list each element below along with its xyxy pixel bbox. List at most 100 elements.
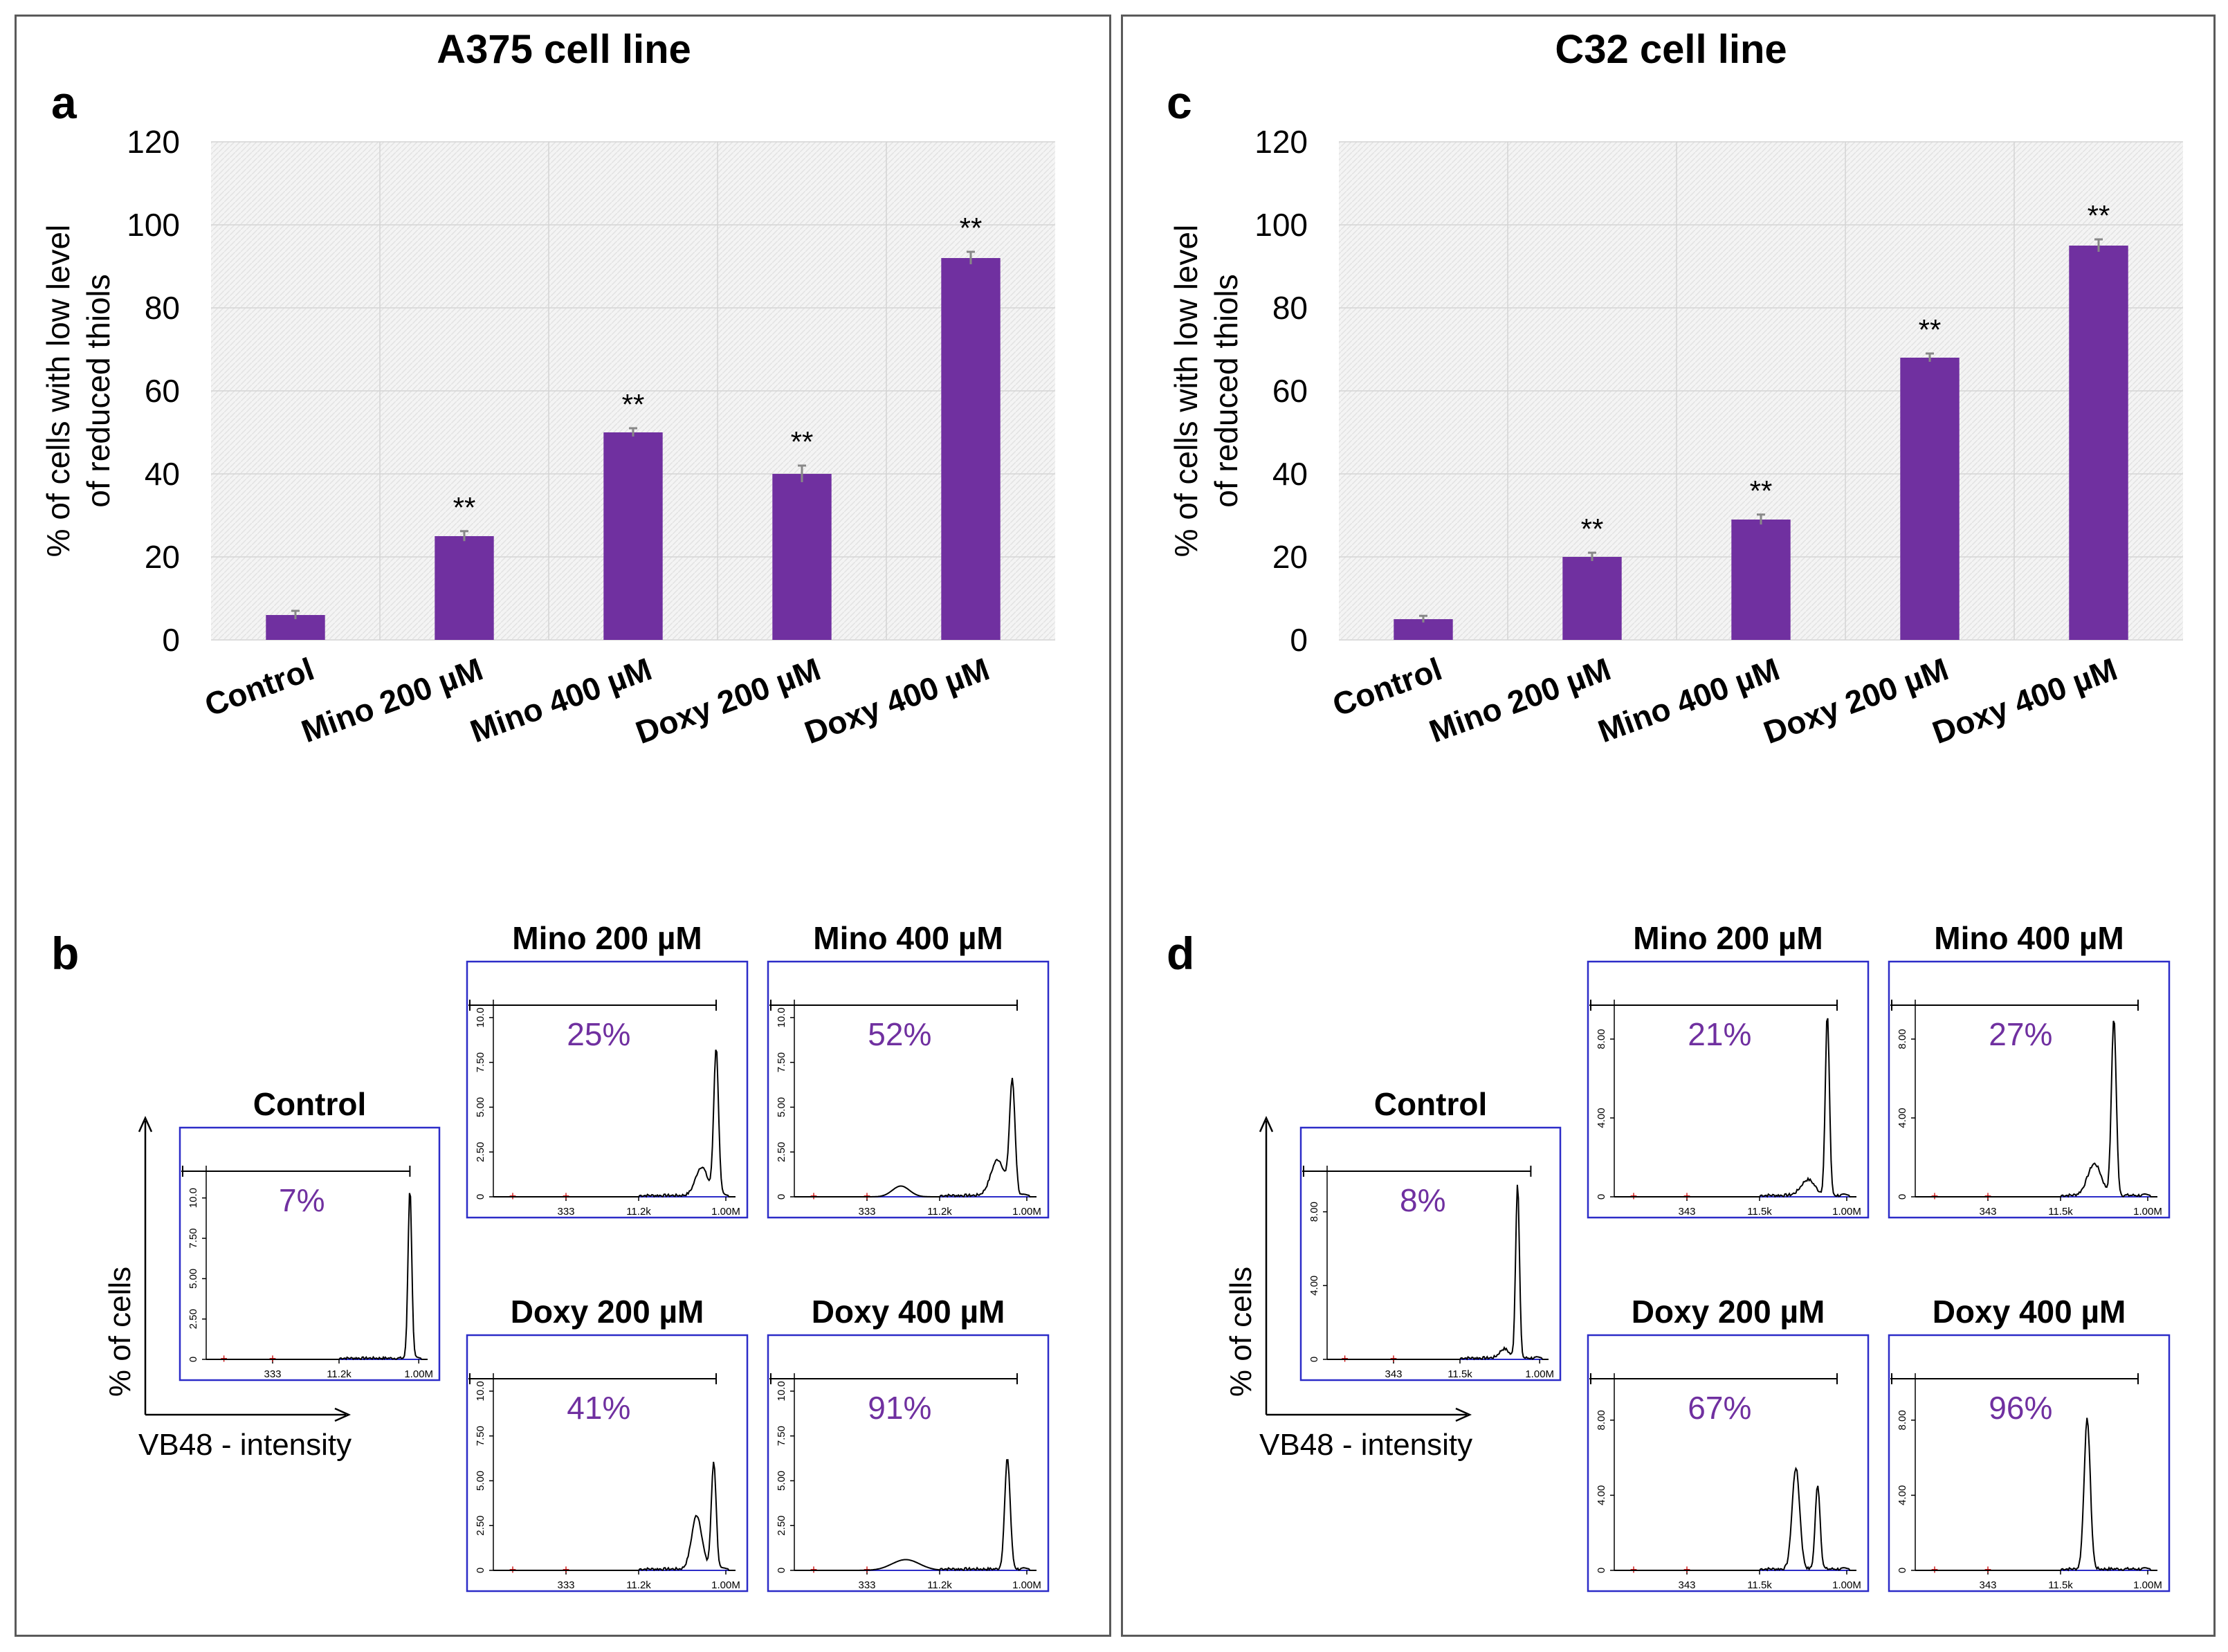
- y-axis-label: of reduced thiols: [80, 274, 116, 508]
- histogram-trace: [493, 1049, 736, 1198]
- y-tick-label: 0: [1897, 1568, 1908, 1573]
- histogram-frame: [1587, 1334, 1870, 1593]
- y-tick-label: 7.50: [188, 1228, 199, 1248]
- percent-label: 67%: [1688, 1390, 1751, 1426]
- bar: [435, 536, 494, 640]
- bar: [1562, 557, 1622, 640]
- y-tick-label: 4.00: [1596, 1485, 1607, 1505]
- significance-mark: **: [1750, 475, 1773, 507]
- x-arrow-head: [1455, 1407, 1472, 1422]
- y-tick-label: 2.50: [776, 1516, 787, 1536]
- histogram-trace: [206, 1193, 428, 1361]
- x-tick-label: 11.2k: [927, 1579, 952, 1591]
- histogram-trace: [1614, 1467, 1856, 1572]
- y-tick-label: 5.00: [475, 1097, 486, 1117]
- y-tick-label: 0: [776, 1568, 787, 1573]
- x-tick-label: 333: [557, 1579, 574, 1591]
- percent-label: 21%: [1688, 1016, 1751, 1052]
- histogram-title-doxy-400-m: Doxy 400 µM: [812, 1294, 1005, 1330]
- x-category-label: Mino 200 µM: [1425, 651, 1616, 750]
- x-tick-label: 343: [1979, 1206, 1996, 1218]
- x-tick-label: 11.5k: [2048, 1206, 2073, 1218]
- y-tick-label: 120: [127, 124, 180, 160]
- x-category-label: Control: [200, 651, 318, 724]
- y-tick-label: 120: [1254, 124, 1308, 160]
- histogram-trace: [1327, 1184, 1549, 1361]
- significance-mark: **: [1919, 313, 1942, 346]
- y-arrow-head: [1259, 1115, 1274, 1132]
- histogram-title-mino-400-m: Mino 400 µM: [1934, 920, 2124, 956]
- x-category-label: Control: [1328, 651, 1446, 724]
- c32-title: C32 cell line: [1555, 27, 1787, 72]
- x-tick-label: 11.5k: [1747, 1579, 1772, 1591]
- histogram-title-control: Control: [253, 1086, 367, 1122]
- x-tick-label: 343: [1678, 1579, 1695, 1591]
- histogram-frame: [1888, 1334, 2171, 1593]
- x-tick-label: 11.2k: [626, 1579, 651, 1591]
- y-tick-label: 20: [145, 539, 180, 575]
- x-tick-label: 343: [1979, 1579, 1996, 1591]
- histogram-trace: [794, 1077, 1037, 1198]
- histogram-y-label: % of cells: [103, 1267, 137, 1397]
- histogram-y-label: % of cells: [1224, 1267, 1258, 1397]
- percent-label: 27%: [1989, 1016, 2052, 1052]
- y-tick-label: 5.00: [776, 1471, 787, 1491]
- histogram-x-label: VB48 - intensity: [1259, 1428, 1472, 1462]
- bar-chart-c32: 0 20 40 60 80 100 120 % of cells with low level…: [1168, 124, 2183, 751]
- percent-label: 96%: [1989, 1390, 2052, 1426]
- x-tick-label: 11.2k: [927, 1206, 952, 1218]
- y-tick-label: 0: [1596, 1194, 1607, 1200]
- y-tick-label: 5.00: [475, 1471, 486, 1491]
- histogram-frame: [466, 1334, 749, 1593]
- x-tick-label: 11.2k: [327, 1368, 351, 1380]
- panel-letter-b: b: [51, 928, 80, 979]
- y-tick-label: 7.50: [475, 1426, 486, 1446]
- x-tick-label: 333: [264, 1368, 281, 1380]
- y-axis-label: of reduced thiols: [1208, 274, 1244, 508]
- y-tick-label: 8.00: [1308, 1202, 1320, 1222]
- y-tick-label: 2.50: [188, 1309, 199, 1329]
- y-tick-label: 0: [1308, 1357, 1320, 1362]
- histogram-frame: [767, 1334, 1050, 1593]
- histogram-x-label: VB48 - intensity: [138, 1428, 351, 1462]
- x-tick-label: 343: [1385, 1368, 1402, 1380]
- bar: [603, 432, 663, 640]
- y-tick-label: 2.50: [475, 1142, 486, 1162]
- y-tick-label: 2.50: [475, 1516, 486, 1536]
- x-category-label: Doxy 400 µM: [800, 651, 994, 751]
- x-category-label: Mino 400 µM: [466, 651, 657, 750]
- x-tick-label: 333: [858, 1206, 875, 1218]
- x-tick-label: 1.00M: [2133, 1579, 2162, 1591]
- y-tick-label: 8.00: [1897, 1029, 1908, 1049]
- x-tick-label: 11.2k: [626, 1206, 651, 1218]
- histogram-frame: [767, 960, 1050, 1219]
- panel-letter-d: d: [1167, 928, 1195, 979]
- significance-mark: **: [791, 425, 814, 458]
- y-tick-label: 100: [1254, 207, 1308, 243]
- x-tick-label: 11.5k: [1747, 1206, 1772, 1218]
- x-tick-label: 343: [1678, 1206, 1695, 1218]
- histogram-title-control: Control: [1374, 1086, 1488, 1122]
- histogram-title-mino-200-m: Mino 200 µM: [1633, 920, 1823, 956]
- panel-letter-c: c: [1167, 77, 1192, 128]
- histogram-frame: [466, 960, 749, 1219]
- percent-label: 25%: [567, 1016, 630, 1052]
- percent-label: 7%: [279, 1182, 325, 1218]
- y-tick-label: 80: [145, 290, 180, 326]
- a375-title: A375 cell line: [437, 27, 691, 72]
- y-tick-label: 0: [1897, 1194, 1908, 1200]
- y-tick-label: 100: [127, 207, 180, 243]
- bar: [1900, 358, 1960, 640]
- histogram-title-mino-200-m: Mino 200 µM: [512, 920, 702, 956]
- x-tick-label: 1.00M: [1525, 1368, 1554, 1380]
- x-tick-label: 1.00M: [711, 1206, 740, 1218]
- significance-mark: **: [2088, 199, 2110, 232]
- y-tick-label: 20: [1272, 539, 1308, 575]
- histogram-frame: [1888, 960, 2171, 1219]
- y-tick-label: 10.0: [776, 1381, 787, 1401]
- y-tick-label: 40: [1272, 456, 1308, 492]
- y-axis-label: % of cells with low level: [40, 225, 76, 558]
- y-tick-label: 0: [475, 1194, 486, 1200]
